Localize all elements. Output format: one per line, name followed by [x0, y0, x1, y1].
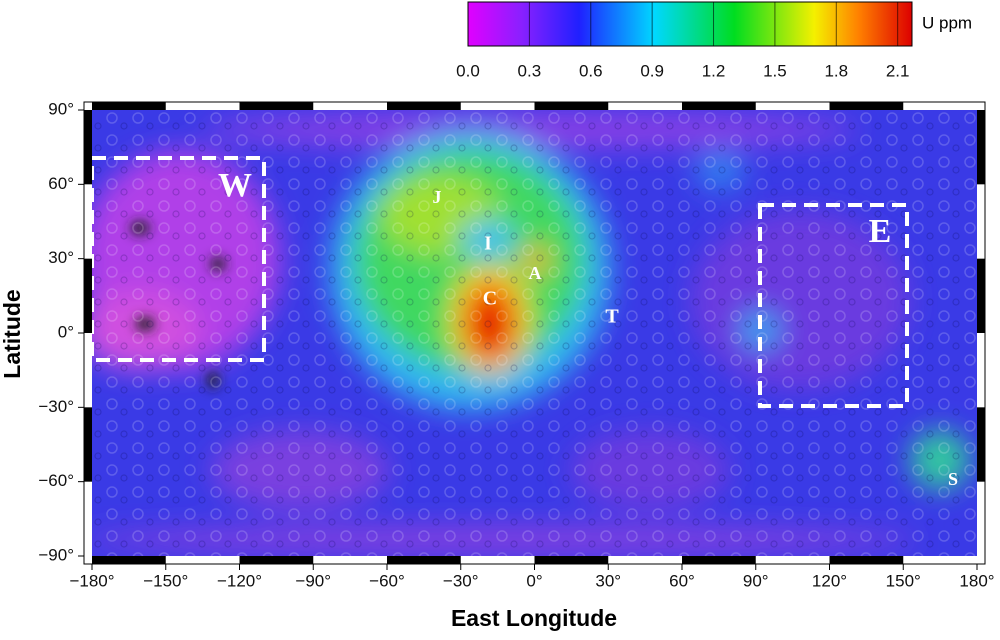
region-box-e: [758, 203, 909, 408]
colorbar-tick-label: 1.2: [702, 61, 726, 80]
colorbar-tick-label: 0.0: [456, 61, 480, 80]
y-tick-label: −30°: [38, 397, 74, 416]
region-label: I: [484, 233, 492, 255]
frame-block: [977, 258, 985, 333]
region-label: E: [869, 213, 892, 250]
map-image: [92, 110, 977, 556]
frame-block: [84, 110, 92, 185]
y-tick-label: 0°: [58, 322, 74, 341]
frame-block: [534, 102, 609, 110]
frame-block: [534, 556, 609, 564]
x-tick-label: 0°: [526, 571, 542, 590]
x-tick-label: −60°: [369, 571, 405, 590]
x-tick-label: −30°: [443, 571, 479, 590]
frame-block: [387, 556, 461, 564]
x-tick-label: −150°: [143, 571, 188, 590]
colorbar-tick-label: 0.6: [579, 61, 603, 80]
x-tick-label: 60°: [669, 571, 695, 590]
frame-block: [84, 407, 92, 482]
x-tick-label: 150°: [886, 571, 921, 590]
y-tick-label: 90°: [48, 99, 74, 118]
x-axis-label: East Longitude: [451, 605, 617, 631]
x-tick-label: 120°: [812, 571, 847, 590]
frame-block: [829, 556, 904, 564]
frame-block: [977, 407, 985, 482]
frame-block: [829, 102, 904, 110]
y-tick-label: −90°: [38, 545, 74, 564]
crater-texture: [92, 110, 977, 556]
frame-block: [977, 110, 985, 185]
frame-block: [84, 258, 92, 333]
frame-block: [239, 102, 314, 110]
region-label: A: [529, 263, 542, 283]
colorbar-tick-label: 1.5: [763, 61, 787, 80]
colorbar-gradient: [467, 1, 913, 47]
region-box-w: [92, 156, 266, 362]
colorbar-label: U ppm: [922, 13, 972, 32]
frame-block: [92, 102, 166, 110]
region-label: C: [483, 288, 497, 310]
colorbar-tick-label: 0.3: [518, 61, 542, 80]
region-label: S: [948, 469, 958, 489]
y-axis-label: Latitude: [0, 289, 25, 378]
x-tick-label: −180°: [69, 571, 114, 590]
x-tick-label: 30°: [595, 571, 621, 590]
colorbar-tick-label: 0.9: [640, 61, 664, 80]
y-tick-label: 30°: [48, 248, 74, 267]
frame-block: [682, 556, 756, 564]
x-tick-label: −120°: [217, 571, 262, 590]
frame-block: [92, 556, 166, 564]
colorbar-tick-label: 2.1: [886, 61, 910, 80]
frame-block: [387, 102, 461, 110]
x-tick-label: −90°: [295, 571, 331, 590]
x-tick-label: 180°: [959, 571, 994, 590]
region-label: W: [218, 167, 252, 204]
region-label: T: [605, 306, 619, 328]
colorbar: U ppm 0.0 0.3 0.6 0.9 1.2 1.5 1.8 2.1: [456, 1, 972, 80]
frame-block: [682, 102, 756, 110]
colorbar-tick-label: 1.8: [824, 61, 848, 80]
y-tick-label: −60°: [38, 471, 74, 490]
frame-block: [239, 556, 314, 564]
y-tick-label: 60°: [48, 174, 74, 193]
region-label: J: [433, 187, 442, 207]
x-tick-label: 90°: [743, 571, 769, 590]
